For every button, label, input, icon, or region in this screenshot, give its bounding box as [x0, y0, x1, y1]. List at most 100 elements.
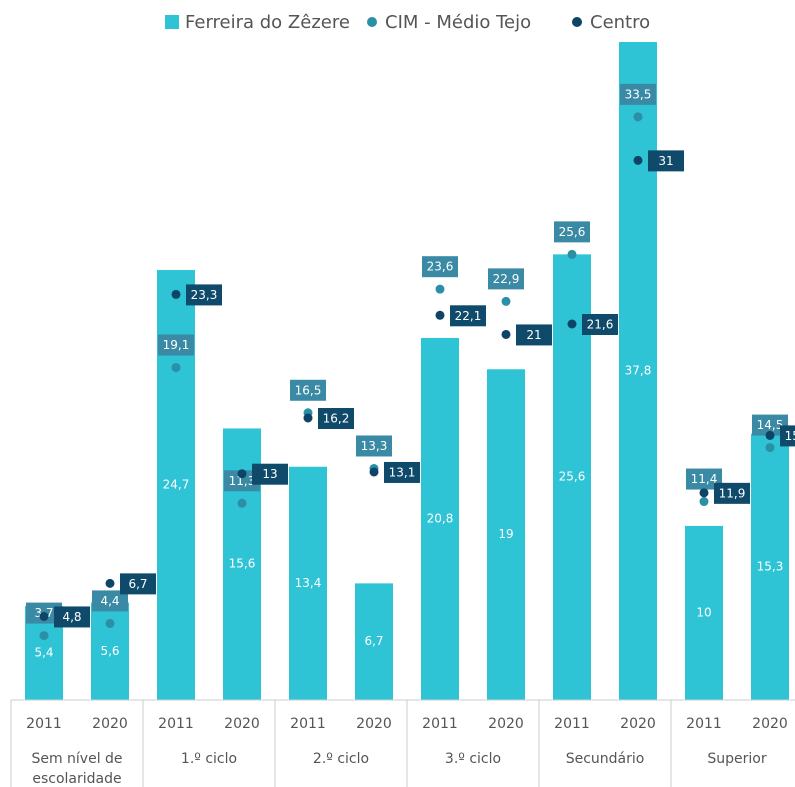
dot-label-box	[120, 573, 156, 595]
dot	[105, 578, 115, 588]
bar	[289, 466, 327, 700]
dot	[699, 497, 709, 507]
legend-swatch	[367, 17, 377, 27]
dot	[765, 443, 775, 453]
dot	[237, 498, 247, 508]
dot-value-label: 21,6	[587, 318, 614, 332]
dot-value-label: 31	[658, 154, 673, 168]
dot	[171, 363, 181, 373]
x-tick-label: 2020	[620, 716, 656, 732]
dot-value-label: 33,5	[625, 87, 652, 101]
dot-label-box	[752, 414, 788, 436]
bar-value-label: 19	[498, 527, 513, 541]
dot	[435, 310, 445, 320]
bar-value-label: 37,8	[625, 364, 652, 378]
group-label: 3.º ciclo	[444, 751, 502, 767]
dot-label-box	[252, 463, 288, 485]
dot	[303, 413, 313, 423]
group-label: 2.º ciclo	[312, 751, 370, 767]
dot-value-label: 19,1	[163, 338, 190, 352]
dot-value-label: 23,6	[427, 260, 454, 274]
x-tick-label: 2011	[26, 716, 62, 732]
dot	[633, 155, 643, 165]
dot-label-box	[224, 470, 260, 492]
dot-label-box	[356, 435, 392, 457]
bar-value-label: 6,7	[364, 634, 383, 648]
dot	[171, 289, 181, 299]
dot-label-box	[648, 150, 684, 172]
dot	[39, 631, 49, 641]
bar-value-label: 15,3	[757, 559, 784, 573]
x-tick-label: 2011	[158, 716, 194, 732]
x-tick-label: 2020	[224, 716, 260, 732]
dot-value-label: 13,3	[361, 439, 388, 453]
dot-label-box	[714, 482, 750, 504]
dot	[633, 112, 643, 122]
bar-value-label: 5,4	[34, 646, 53, 660]
dot	[501, 296, 511, 306]
dot-label-box	[422, 256, 458, 278]
dot-label-box	[186, 284, 222, 306]
dot-value-label: 14,5	[757, 418, 784, 432]
x-tick-label: 2020	[92, 716, 128, 732]
dot-value-label: 4,4	[100, 594, 119, 608]
dot	[567, 319, 577, 329]
group-label: Superior	[707, 751, 767, 767]
dot-label-box	[780, 425, 795, 447]
dot-label-box	[450, 305, 486, 327]
dot-value-label: 21	[526, 328, 541, 342]
bar	[355, 583, 393, 700]
x-tick-label: 2011	[554, 716, 590, 732]
dot	[699, 488, 709, 498]
bar-value-label: 13,4	[295, 576, 322, 590]
dot	[435, 284, 445, 294]
dot-label-box	[488, 268, 524, 290]
legend-swatch	[572, 17, 582, 27]
group-label: Secundário	[565, 751, 645, 767]
x-tick-label: 2011	[290, 716, 326, 732]
group-label: Sem nível de escolaridade	[31, 751, 123, 787]
x-tick-label: 2011	[686, 716, 722, 732]
dot-value-label: 11,4	[691, 472, 718, 486]
x-tick-label: 2020	[488, 716, 524, 732]
x-tick-label: 2020	[356, 716, 392, 732]
legend-swatch	[165, 15, 179, 29]
dot-label-box	[290, 379, 326, 401]
group-label: 1.º ciclo	[180, 751, 238, 767]
bar-value-label: 24,7	[163, 478, 190, 492]
dot-value-label: 25,6	[559, 225, 586, 239]
dot-value-label: 11,9	[719, 486, 746, 500]
bar-value-label: 20,8	[427, 511, 454, 525]
dot	[39, 611, 49, 621]
dot-value-label: 16,2	[323, 412, 350, 426]
x-tick-label: 2020	[752, 716, 788, 732]
dot-label-box	[158, 334, 194, 356]
dot	[237, 469, 247, 479]
dot	[369, 467, 379, 477]
dot-value-label: 16,5	[295, 383, 322, 397]
dot-label-box	[620, 83, 656, 105]
bar	[487, 369, 525, 700]
dot-value-label: 22,9	[493, 272, 520, 286]
dot-value-label: 6,7	[128, 577, 147, 591]
dot-label-box	[54, 606, 90, 628]
bar	[751, 433, 789, 700]
bar	[685, 525, 723, 700]
dot-label-box	[554, 221, 590, 243]
dot-value-label: 13,1	[389, 465, 416, 479]
bar	[421, 337, 459, 700]
dot-value-label: 22,1	[455, 309, 482, 323]
dot-label-box	[384, 461, 420, 483]
dot	[105, 618, 115, 628]
dot-label-box	[516, 324, 552, 346]
x-tick-label: 2011	[422, 716, 458, 732]
dot-label-box	[318, 408, 354, 429]
dot	[501, 329, 511, 339]
bar-value-label: 25,6	[559, 470, 586, 484]
dot-value-label: 11,3	[229, 474, 256, 488]
dot-value-label: 13	[262, 467, 277, 481]
dot-label-box	[92, 590, 128, 612]
bar-value-label: 10	[696, 605, 711, 619]
